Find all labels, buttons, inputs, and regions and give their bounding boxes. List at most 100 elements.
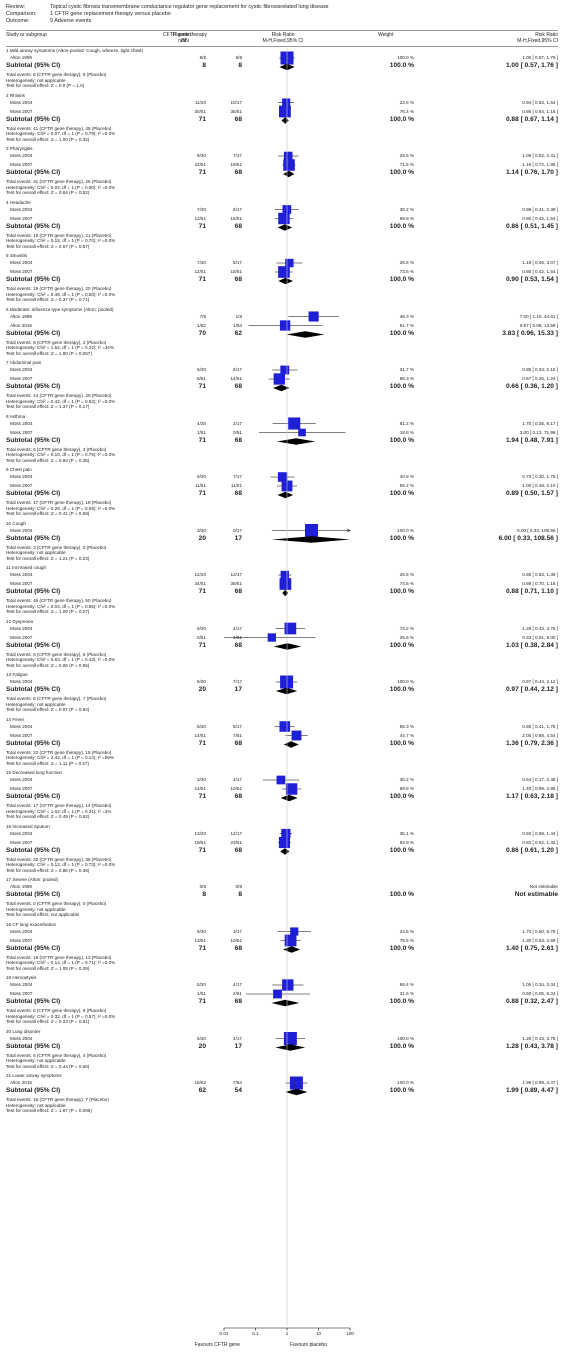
study-exp-events: 7/20 [197,260,206,265]
study-marker [278,836,290,849]
subtotal-exp: 20 [198,1042,206,1050]
subtotal-risk-ratio: 0.88 [ 0.67, 1.14 ] [505,115,558,123]
study-exp-events: 13/51 [194,937,207,943]
subgroup-note: Test for overall effect: Z = 0.49 (P = 0… [6,814,90,819]
study-name: Moss 2007 [10,786,33,791]
study-ctrl-events: 8/17 [233,723,242,729]
study-exp-events: 12/51 [194,269,207,274]
study-marker [277,472,288,482]
study-risk-ratio: 6.00 [ 0.33, 108.56 ] [517,527,558,533]
study-weight: 100.0 % [397,55,414,60]
subtotal-exp: 71 [198,944,206,952]
header-rule-bottom [6,46,558,47]
col-exp: CFTR gene therapy n/N [140,32,230,44]
col-study: Study or subgroup [6,32,47,38]
study-exp-events: 6/20 [197,367,206,372]
subgroup-title: 4 Headache [6,199,31,205]
subtotal-diamond [275,687,298,695]
study-weight: 73.5 % [399,269,414,274]
subtotal-weight: 100.0 % [389,169,414,176]
subgroup-title: 1 Mild airway symptoms (Alton-pooled: Co… [6,48,144,53]
study-name: Moss 2007 [10,937,33,943]
study-weight: 30.2 % [399,206,414,212]
subtotal-risk-ratio: 0.86 [ 0.51, 1.45 ] [505,222,558,230]
study-ctrl-events: 7/17 [233,474,242,479]
study-weight: 75.5 % [399,937,414,943]
study-risk-ratio: 0.87 [ 0.06, 13.59 ] [519,322,558,328]
study-marker [283,151,293,161]
subgroup-note: Total events: 8 (CFTR gene therapy), 7 (… [6,696,107,701]
subtotal-ctrl: 62 [234,329,242,337]
study-weight: 100.0 % [397,527,414,533]
study-ctrl-events: 15/51 [230,269,243,274]
outcome-title: 9 Adverse events [50,18,92,24]
subgroup-note: Test for overall effect: Z = 1.00 (P = 0… [6,136,90,142]
subtotal-weight: 100.0 % [389,686,414,693]
study-exp-events: 8/20 [197,723,206,729]
subtotal-risk-ratio: 1.94 [ 0.48, 7.91 ] [505,436,558,444]
subtotal-ctrl: 68 [234,739,242,747]
subtotal-diamond [278,277,293,285]
outcome-label: Outcome: [6,18,30,24]
study-risk-ratio: 1.06 [ 0.34, 3.34 ] [522,982,558,987]
subtotal-label: Subtotal (95% CI) [6,846,61,854]
study-risk-ratio: 1.19 [ 0.46, 3.07 ] [522,260,558,265]
study-weight: 100.0 % [397,679,414,684]
subgroup-note: Test for overall effect: Z = 1.90 (P = 0… [6,350,92,356]
subgroup-note: Total events: 17 (CFTR gene therapy), 14… [6,803,112,808]
study-ctrl-events: 23/51 [230,839,243,845]
subtotal-exp: 8 [202,891,206,898]
study-weight: 36.1 % [399,830,414,836]
study-weight: 68.4 % [399,982,414,987]
subtotal-weight: 100.0 % [389,641,414,649]
subtotal-label: Subtotal (95% CI) [6,739,61,747]
subgroup-note: Heterogeneity: not applicable [6,1102,66,1108]
subtotal-ctrl: 68 [234,641,242,649]
subtotal-risk-ratio: 1.36 [ 0.79, 2.36 ] [505,739,558,747]
subtotal-weight: 100.0 % [389,490,414,497]
subgroup-note: Total events: 46 (CFTR gene therapy), 50… [6,598,112,603]
study-risk-ratio: 0.89 [ 0.70, 1.15 ] [522,581,558,586]
study-risk-ratio: 0.73 [ 0.30, 1.75 ] [522,474,558,479]
study-marker [284,934,297,947]
subtotal-diamond [277,491,294,499]
study-exp-events: 0/51 [197,634,206,640]
subtotal-exp: 71 [198,793,206,800]
study-weight: 26.5 % [399,260,414,265]
study-weight: 71.5 % [399,162,414,167]
subgroup-title: 16 Increased Sputum [6,823,50,829]
study-risk-ratio: 0.94 [ 0.53, 1.64 ] [522,99,558,105]
study-risk-ratio: 1.40 [ 0.69, 2.86 ] [522,786,558,791]
subgroup-note: Test for overall effect: not applicable [6,912,80,917]
subgroup-note: Test for overall effect: Z = 0.0 (P = 1.… [6,83,85,88]
subgroup-title: 18 CF lung exacerbation [6,921,57,927]
subgroup-note: Total events: 14 (CFTR gene therapy), 20… [6,393,112,398]
study-name: Moss 2007 [10,581,33,586]
study-weight: 69.8 % [399,215,414,221]
subtotal-diamond [271,536,350,543]
study-exp-events: 1/51 [197,429,206,435]
subtotal-ctrl: 68 [234,793,242,800]
study-name: Alton 2015 [10,322,32,328]
subgroup-note: Test for overall effect: Z = 0.37 (P = 0… [6,297,90,302]
study-name: Moss 2004 [10,928,33,934]
study-marker [279,721,291,732]
study-exp-events: 22/51 [194,162,207,167]
subgroup-note: Heterogeneity: Chi² = 1.02, df = 1 (P = … [6,808,112,814]
study-name: Moss 2007 [10,376,33,381]
subgroup-title: 13 Fatigue [6,672,28,677]
study-weight: 81.2 % [399,420,414,426]
study-ctrl-events: 2/51 [233,991,242,996]
study-marker [291,730,302,741]
study-marker [283,159,295,171]
col-weight: Weight [378,32,394,38]
subtotal-diamond [283,741,299,748]
subgroup-note: Heterogeneity: not applicable [6,550,66,555]
subgroup-note: Total events: 19 (CFTR gene therapy), 20… [6,286,112,291]
study-marker [281,828,291,839]
subtotal-risk-ratio: 1.40 [ 0.75, 2.61 ] [505,944,558,952]
study-name: Moss 2004 [10,99,33,105]
subgroup-title: 2 Rhinitis [6,92,25,98]
study-weight: 55.3 % [399,723,414,729]
ci-arrow [346,528,351,533]
